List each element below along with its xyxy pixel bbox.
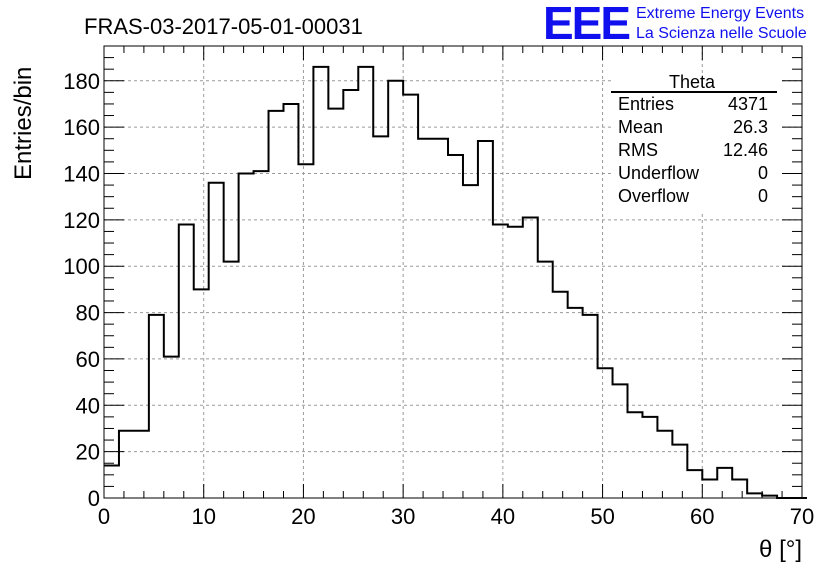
stats-rows: Entries 4371 Mean 26.3 RMS 12.46 Underflow 0 Ove… xyxy=(618,94,768,206)
stats-row-label: Mean xyxy=(618,117,663,137)
x-tick-label: 50 xyxy=(590,504,614,529)
x-axis-label: θ [°] xyxy=(759,536,802,563)
stats-row-value: 12.46 xyxy=(723,140,768,160)
plot-frame xyxy=(103,45,803,499)
eee-logo-mark: EEE xyxy=(543,0,631,49)
y-tick-label: 60 xyxy=(76,347,100,372)
y-tick-label: 0 xyxy=(88,486,100,511)
x-tick-label: 0 xyxy=(98,504,110,529)
y-tick-label: 120 xyxy=(63,208,100,233)
eee-logo-line2: La Scienza nelle Scuole xyxy=(636,25,807,42)
y-tick-label: 180 xyxy=(63,69,100,94)
x-tick-labels: 0 10 20 30 40 50 60 70 xyxy=(98,504,814,529)
x-tick-label: 70 xyxy=(790,504,814,529)
x-tick-label: 20 xyxy=(291,504,315,529)
stats-box: Theta Entries 4371 Mean 26.3 RMS 12.46 Underfl… xyxy=(611,72,779,212)
histogram-series xyxy=(104,65,807,499)
y-axis-label: Entries/bin xyxy=(10,67,37,180)
y-tick-label: 80 xyxy=(76,301,100,326)
grid-lines xyxy=(104,46,802,498)
x-tick-label: 30 xyxy=(391,504,415,529)
stats-box-title: Theta xyxy=(669,72,716,92)
stats-row-label: RMS xyxy=(618,140,658,160)
chart-title: FRAS-03-2017-05-01-00031 xyxy=(84,14,363,39)
y-tick-label: 160 xyxy=(63,115,100,140)
stats-row-label: Entries xyxy=(618,94,674,114)
stats-row-value: 0 xyxy=(758,186,768,206)
y-tick-labels: 0 20 40 60 80 100 120 140 160 180 xyxy=(63,69,100,511)
x-tick-label: 40 xyxy=(491,504,515,529)
stats-row-label: Overflow xyxy=(618,186,690,206)
eee-logo-line1: Extreme Energy Events xyxy=(636,5,805,22)
x-tick-label: 60 xyxy=(690,504,714,529)
axis-ticks xyxy=(103,45,803,499)
stats-row-value: 0 xyxy=(758,163,768,183)
y-tick-label: 40 xyxy=(76,393,100,418)
stats-row-value: 26.3 xyxy=(733,117,768,137)
y-tick-label: 100 xyxy=(63,254,100,279)
x-tick-label: 10 xyxy=(191,504,215,529)
stats-row-label: Underflow xyxy=(618,163,700,183)
y-tick-label: 20 xyxy=(76,440,100,465)
y-tick-label: 140 xyxy=(63,161,100,186)
stats-row-value: 4371 xyxy=(728,94,768,114)
